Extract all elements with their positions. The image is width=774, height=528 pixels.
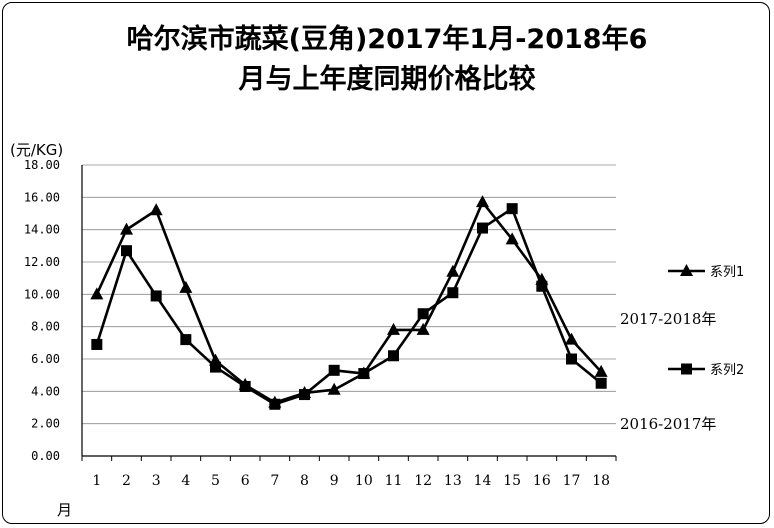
y-tick-label: 10.00 xyxy=(24,287,60,301)
legend-1-label: 系列1 xyxy=(710,265,744,280)
chart-title-line2: 月与上年度同期价格比较 xyxy=(238,64,536,95)
x-tick-label: 3 xyxy=(152,473,161,489)
series-2-point xyxy=(239,380,251,392)
series2-year-annotation: 2016-2017年 xyxy=(620,415,717,433)
series-1-point xyxy=(387,322,400,335)
x-tick-label: 6 xyxy=(241,473,250,489)
series-1-point xyxy=(149,203,163,216)
y-tick-label: 8.00 xyxy=(31,320,60,334)
x-tick-label: 18 xyxy=(592,473,610,489)
y-tick-label: 2.00 xyxy=(31,417,60,431)
series-2-point xyxy=(506,203,518,215)
legend-2-marker xyxy=(681,363,692,375)
series-2-point xyxy=(536,280,548,292)
series-2-point xyxy=(388,350,399,362)
series-2-point xyxy=(299,389,310,401)
x-axis-label: 月 xyxy=(57,501,73,519)
series-2-point xyxy=(150,290,162,302)
series-1-point xyxy=(90,287,104,300)
x-tick-label: 14 xyxy=(474,473,492,489)
series-2-point xyxy=(477,222,488,234)
y-tick-label: 0.00 xyxy=(31,449,60,463)
series-2-point xyxy=(447,287,459,299)
x-tick-label: 13 xyxy=(444,473,462,489)
series-2-point xyxy=(358,368,370,380)
series-1-point xyxy=(179,280,193,293)
x-tick-label: 8 xyxy=(300,473,309,489)
series-2-point xyxy=(121,245,132,257)
series-2-point xyxy=(210,361,221,373)
series-1-point xyxy=(565,332,578,345)
series-1-point xyxy=(416,322,430,335)
series-1-point xyxy=(327,382,341,395)
x-tick-label: 5 xyxy=(211,473,220,489)
y-tick-label: 12.00 xyxy=(24,255,60,269)
series-2-point xyxy=(566,353,577,365)
x-tick-label: 15 xyxy=(503,473,521,489)
y-tick-label: 18.00 xyxy=(24,158,60,172)
x-tick-label: 2 xyxy=(122,473,131,489)
legend-1-marker xyxy=(680,264,693,276)
series-1-point xyxy=(594,364,608,377)
series-2-point xyxy=(595,377,607,389)
y-tick-label: 4.00 xyxy=(31,384,60,398)
y-axis-label: (元/KG) xyxy=(10,141,64,159)
x-tick-label: 4 xyxy=(181,473,190,489)
x-tick-label: 7 xyxy=(270,473,279,489)
y-tick-label: 16.00 xyxy=(24,190,60,204)
series-2-point xyxy=(180,334,192,346)
series-2-point xyxy=(91,338,103,350)
series-2-point xyxy=(417,308,429,320)
series-2-point xyxy=(328,364,340,376)
series-1-point xyxy=(446,264,460,277)
y-tick-label: 6.00 xyxy=(31,352,60,366)
series-2-line xyxy=(95,207,602,406)
series1-year-annotation: 2017-2018年 xyxy=(620,310,717,328)
y-tick-label: 14.00 xyxy=(24,223,60,237)
x-tick-label: 12 xyxy=(414,473,432,489)
x-tick-label: 9 xyxy=(330,473,339,489)
x-tick-label: 17 xyxy=(563,473,581,489)
series-2-point xyxy=(269,398,281,410)
series-1-point xyxy=(120,222,133,235)
series-1-point xyxy=(505,232,519,245)
x-tick-label: 11 xyxy=(385,473,403,489)
series-1-point xyxy=(476,195,489,208)
x-tick-label: 10 xyxy=(355,473,373,489)
legend-2-label: 系列2 xyxy=(710,363,744,378)
x-tick-label: 1 xyxy=(92,473,101,489)
x-tick-label: 16 xyxy=(533,473,551,489)
chart-title-line1: 哈尔滨市蔬菜(豆角)2017年1月-2018年6 xyxy=(126,24,648,55)
series-1-line xyxy=(95,200,603,404)
